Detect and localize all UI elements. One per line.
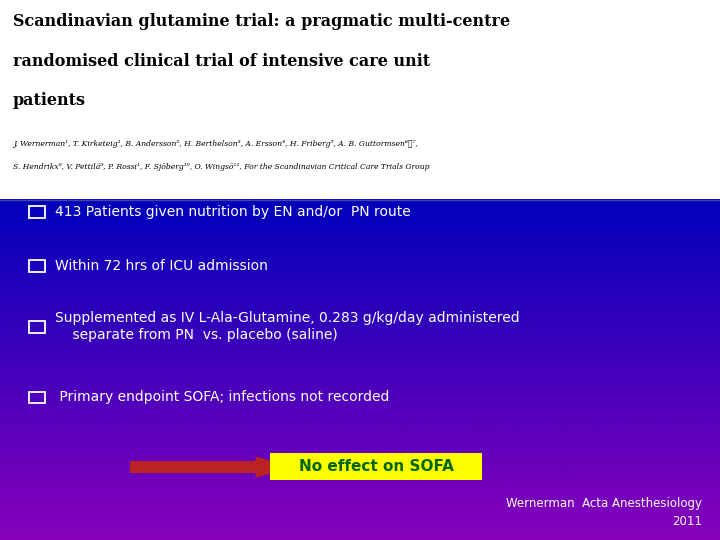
Text: randomised clinical trial of intensive care unit: randomised clinical trial of intensive c…: [13, 53, 430, 70]
Polygon shape: [256, 456, 292, 478]
Text: Primary endpoint SOFA; infections not recorded: Primary endpoint SOFA; infections not re…: [55, 390, 390, 404]
Bar: [270, 453, 482, 480]
Bar: [29, 321, 45, 333]
Bar: [0, 0, 720, 200]
Bar: [29, 260, 45, 272]
Bar: [29, 392, 45, 403]
Text: No effect on SOFA: No effect on SOFA: [299, 458, 454, 474]
Text: patients: patients: [13, 92, 86, 109]
Text: S. Hendrikx⁸, V. Pettilä⁹, P. Rossi¹, F. Sjöberg¹⁰, O. Wingsö¹¹, For the Scandin: S. Hendrikx⁸, V. Pettilä⁹, P. Rossi¹, F.…: [13, 163, 429, 171]
Bar: [29, 206, 45, 218]
Text: 413 Patients given nutrition by EN and/or  PN route: 413 Patients given nutrition by EN and/o…: [55, 205, 411, 219]
Text: Supplemented as IV L-Ala-Glutamine, 0.283 g/kg/day administered
    separate fro: Supplemented as IV L-Ala-Glutamine, 0.28…: [55, 311, 520, 342]
Text: Within 72 hrs of ICU admission: Within 72 hrs of ICU admission: [55, 259, 269, 273]
Bar: [130, 461, 256, 473]
Text: J. Wernerman¹, T. Kirketeig¹, B. Andersson², H. Berthelson³, A. Ersson⁴, H. Frib: J. Wernerman¹, T. Kirketeig¹, B. Anderss…: [13, 140, 418, 148]
Text: 2011: 2011: [672, 515, 702, 528]
Text: Scandinavian glutamine trial: a pragmatic multi-centre: Scandinavian glutamine trial: a pragmati…: [13, 14, 510, 30]
Text: Wernerman  Acta Anesthesiology: Wernerman Acta Anesthesiology: [506, 497, 702, 510]
